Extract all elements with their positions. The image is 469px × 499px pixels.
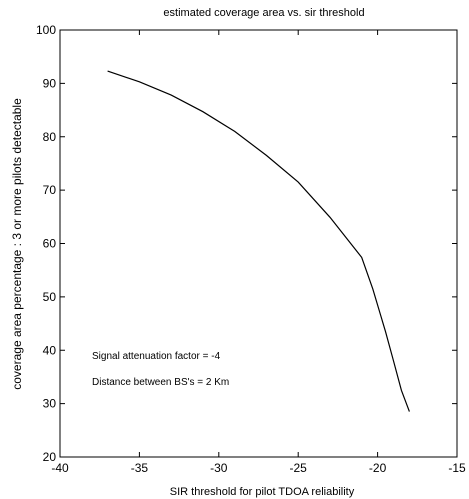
x-tick-label: -15 <box>448 461 466 475</box>
plot-area <box>59 29 458 458</box>
axis-ticks <box>59 29 458 458</box>
x-tick-label: -35 <box>131 461 149 475</box>
y-tick-label: 100 <box>36 23 56 37</box>
data-line <box>107 70 410 412</box>
x-tick-label: -20 <box>369 461 387 475</box>
annotation-distance: Distance between BS's = 2 Km <box>92 377 229 388</box>
x-tick-label: -25 <box>290 461 308 475</box>
chart-title: estimated coverage area vs. sir threshol… <box>163 7 364 19</box>
x-tick-label: -40 <box>51 461 69 475</box>
x-tick-labels: -40 -35 -30 -25 -20 -15 <box>51 461 466 475</box>
y-tick-label: 40 <box>43 343 57 357</box>
y-tick-label: 50 <box>43 290 57 304</box>
y-tick-label: 70 <box>43 183 57 197</box>
y-axis-label: coverage area percentage : 3 or more pil… <box>10 98 24 390</box>
annotation-attenuation: Signal attenuation factor = -4 <box>92 351 221 362</box>
y-tick-labels: 20 30 40 50 60 70 80 90 100 <box>36 23 56 464</box>
x-tick-label: -30 <box>210 461 228 475</box>
y-tick-label: 80 <box>43 130 57 144</box>
y-tick-label: 20 <box>43 450 57 464</box>
y-tick-label: 30 <box>43 397 57 411</box>
y-tick-label: 90 <box>43 76 57 90</box>
x-axis-label: SIR threshold for pilot TDOA reliability <box>170 486 355 498</box>
y-tick-label: 60 <box>43 237 57 251</box>
